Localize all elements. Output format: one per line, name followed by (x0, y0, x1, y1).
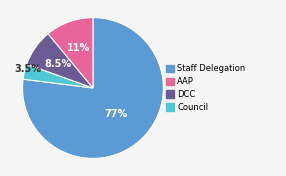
Wedge shape (48, 18, 93, 88)
Text: 8.5%: 8.5% (45, 59, 72, 69)
Wedge shape (23, 18, 163, 158)
Legend: Staff Delegation, AAP, DCC, Council: Staff Delegation, AAP, DCC, Council (164, 63, 247, 113)
Text: 77%: 77% (105, 109, 128, 119)
Text: 3.5%: 3.5% (14, 64, 41, 74)
Wedge shape (27, 34, 93, 88)
Text: 11%: 11% (67, 43, 90, 53)
Wedge shape (23, 64, 93, 88)
